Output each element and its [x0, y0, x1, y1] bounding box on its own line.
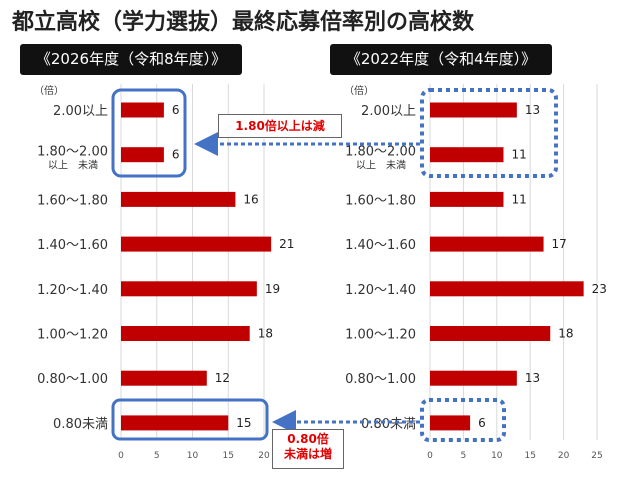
panel-header-2026: 《2026年度（令和8年度）》 — [20, 44, 242, 75]
highlight-box-2026-bottom — [111, 398, 269, 441]
tick-label: 25 — [591, 451, 602, 461]
unit-label: （倍） — [34, 84, 64, 97]
value-label: 21 — [279, 237, 294, 251]
category-sublabel: 以上 未満 — [356, 160, 406, 172]
bar — [121, 370, 207, 386]
category-label: 2.00以上 — [53, 104, 108, 119]
bar — [430, 102, 517, 118]
bar — [121, 147, 164, 163]
bar — [121, 281, 257, 297]
tick-label: 10 — [187, 451, 199, 461]
bar — [121, 326, 250, 341]
bar — [430, 147, 504, 163]
highlight-box-2026-top — [111, 88, 187, 178]
bar — [121, 102, 164, 118]
value-label: 18 — [258, 327, 273, 341]
bar — [121, 236, 272, 252]
category-label: 0.80未満 — [361, 417, 416, 432]
value-label: 6 — [478, 416, 486, 430]
category-label: 1.20〜1.40 — [345, 283, 416, 298]
tick-label: 5 — [461, 451, 467, 461]
value-label: 18 — [558, 327, 573, 341]
bar — [430, 236, 544, 252]
category-label: 1.60〜1.80 — [37, 193, 108, 208]
category-label: 0.80〜1.00 — [345, 372, 416, 387]
category-label: 1.20〜1.40 — [37, 283, 108, 298]
callout-top-text: 1.80倍以上は減 — [235, 119, 325, 133]
tick-label: 0 — [427, 451, 433, 461]
callout-bottom-line2: 未満は増 — [283, 447, 332, 461]
value-label: 15 — [236, 416, 251, 430]
bar — [430, 415, 471, 431]
bar — [121, 415, 229, 431]
bar — [430, 370, 517, 386]
tick-label: 0 — [118, 451, 124, 461]
chart-2022: 0 5 10 15 20 25 （倍） 2.00以上 13 1.80〜2.00以上 未満 11 1.6… — [344, 84, 607, 461]
value-label: 23 — [592, 282, 607, 296]
callout-bottom-line1: 0.80倍 — [287, 432, 329, 446]
value-label: 11 — [511, 148, 526, 162]
chart-2026: 0 5 10 15 20 （倍） 2.00以上 6 1.80〜2.00以上 未満 6 1.60〜1.… — [34, 84, 294, 461]
category-label: 2.00以上 — [361, 104, 416, 119]
category-sublabel: 以上 未満 — [48, 160, 98, 172]
value-label: 11 — [511, 192, 526, 206]
value-label: 13 — [525, 371, 540, 385]
tick-label: 20 — [558, 451, 570, 461]
page-title: 都立高校（学力選抜）最終応募倍率別の高校数 — [12, 10, 475, 35]
unit-label: （倍） — [344, 84, 374, 97]
value-label: 16 — [243, 192, 258, 206]
value-label: 12 — [215, 371, 230, 385]
category-label: 1.40〜1.60 — [37, 238, 108, 253]
value-label: 17 — [552, 237, 567, 251]
callout-top: 1.80倍以上は減 — [218, 114, 342, 138]
highlight-box-2022-bottom — [420, 398, 506, 442]
category-label: 1.00〜1.20 — [37, 328, 108, 343]
category-label: 0.80未満 — [53, 417, 108, 432]
tick-label: 5 — [154, 451, 160, 461]
bar — [430, 326, 551, 341]
highlight-box-2022-top — [420, 88, 558, 178]
callout-bottom: 0.80倍 未満は増 — [272, 429, 344, 469]
category-label: 1.60〜1.80 — [345, 193, 416, 208]
value-label: 6 — [172, 103, 180, 117]
category-label: 1.80〜2.00 — [37, 145, 108, 160]
tick-label: 15 — [524, 451, 535, 461]
tick-label: 20 — [258, 451, 270, 461]
bar — [430, 281, 584, 297]
panel-header-2022: 《2022年度（令和4年度）》 — [330, 44, 552, 75]
value-label: 6 — [172, 148, 180, 162]
value-label: 19 — [265, 282, 280, 296]
bar — [430, 191, 504, 207]
value-label: 13 — [525, 103, 540, 117]
tick-label: 10 — [491, 451, 503, 461]
category-label: 1.40〜1.60 — [345, 238, 416, 253]
category-label: 0.80〜1.00 — [37, 372, 108, 387]
category-label: 1.80〜2.00 — [345, 145, 416, 160]
tick-label: 15 — [223, 451, 234, 461]
bar — [121, 191, 236, 207]
highlight-overlays — [111, 88, 558, 442]
category-label: 1.00〜1.20 — [345, 328, 416, 343]
